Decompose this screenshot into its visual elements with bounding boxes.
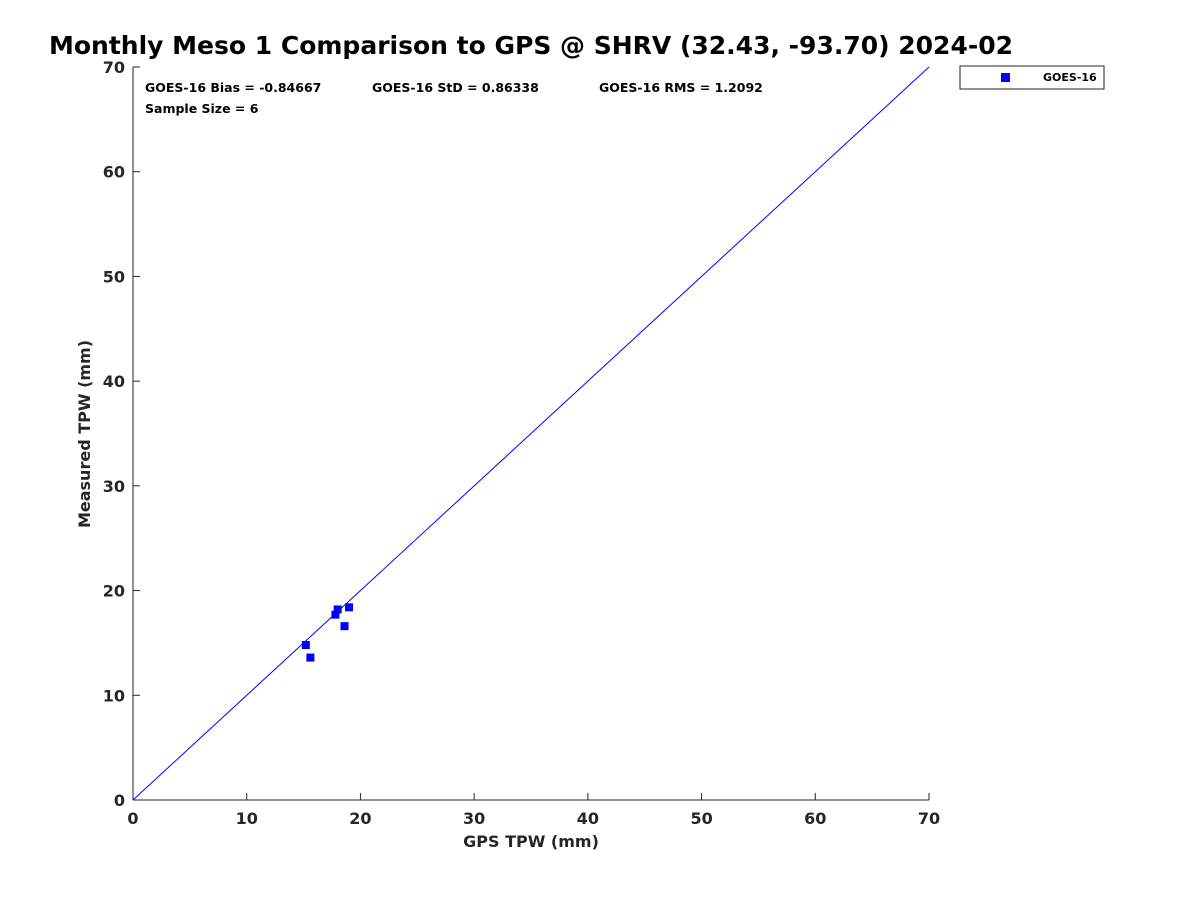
- sample-size-stat: Sample Size = 6: [145, 101, 259, 116]
- x-tick-label: 50: [690, 809, 712, 828]
- x-tick-label: 60: [804, 809, 826, 828]
- y-tick-label: 50: [103, 267, 125, 286]
- data-point: [331, 610, 340, 619]
- x-tick-label: 0: [127, 809, 138, 828]
- y-tick-label: 0: [114, 791, 125, 810]
- x-tick-label: 20: [349, 809, 371, 828]
- plot-axes: [132, 67, 929, 801]
- legend-box: [959, 65, 1105, 90]
- x-axis-label: GPS TPW (mm): [463, 832, 599, 851]
- y-tick-label: 20: [103, 582, 125, 601]
- data-point: [333, 605, 342, 614]
- x-ticks: 0 10 20 30 40 50 60 70: [127, 793, 940, 828]
- y-tick-label: 70: [103, 58, 125, 77]
- std-stat: GOES-16 StD = 0.86338: [372, 80, 539, 95]
- rms-stat: GOES-16 RMS = 1.2092: [599, 80, 763, 95]
- y-tick-label: 10: [103, 686, 125, 705]
- x-tick-label: 10: [236, 809, 258, 828]
- y-tick-label: 30: [103, 477, 125, 496]
- data-point: [306, 653, 315, 662]
- bias-stat: GOES-16 Bias = -0.84667: [145, 80, 321, 95]
- legend: GOES-16: [959, 65, 1105, 90]
- legend-label-goes16: GOES-16: [1043, 71, 1097, 84]
- y-ticks: 0 10 20 30 40 50 60 70: [103, 58, 140, 810]
- x-tick-label: 40: [577, 809, 599, 828]
- data-point: [301, 641, 310, 650]
- chart-title: Monthly Meso 1 Comparison to GPS @ SHRV …: [49, 31, 1013, 60]
- y-axis-label: Measured TPW (mm): [75, 340, 94, 528]
- one-to-one-line: [132, 66, 930, 801]
- x-tick-label: 70: [918, 809, 940, 828]
- data-points: [301, 603, 354, 662]
- y-tick-label: 40: [103, 372, 125, 391]
- data-point: [345, 603, 354, 612]
- data-point: [340, 622, 349, 631]
- y-tick-label: 60: [103, 163, 125, 182]
- legend-marker-goes16: [1001, 73, 1010, 82]
- x-tick-label: 30: [463, 809, 485, 828]
